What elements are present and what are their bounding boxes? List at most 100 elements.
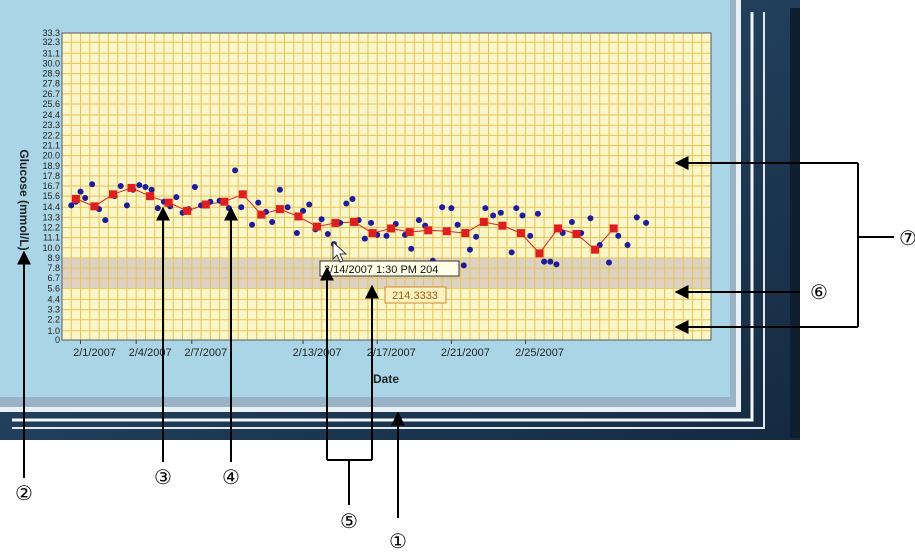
y-tick-label: 3.3	[47, 305, 60, 315]
reading-point	[624, 242, 631, 249]
daily-averages	[71, 183, 618, 258]
average-point	[516, 229, 525, 238]
reading-point	[249, 221, 256, 228]
reading-point	[142, 183, 149, 190]
reading-point	[318, 216, 325, 223]
tooltip-text: 2/14/2007 1:30 PM 204	[324, 264, 438, 276]
reading-point	[77, 188, 84, 195]
y-tick-label: 26.7	[42, 89, 60, 99]
average-point	[461, 229, 470, 238]
x-tick-label: 2/25/2007	[515, 347, 564, 359]
frame-right-shadow	[790, 8, 800, 438]
y-tick-label: 25.6	[42, 99, 60, 109]
y-tick-label: 31.1	[42, 48, 60, 58]
reading-point	[473, 233, 480, 240]
average-point	[71, 194, 80, 203]
y-tick-label: 12.2	[42, 223, 60, 233]
average-point	[183, 206, 192, 215]
frame-highlight-line-1	[12, 12, 754, 422]
callout-3: ③	[154, 465, 172, 489]
average-point	[90, 202, 99, 211]
reading-point	[368, 219, 375, 226]
reading-point	[232, 167, 239, 174]
reading-point	[383, 232, 390, 239]
callout-7: ⑦	[899, 226, 915, 250]
reading-point	[269, 218, 276, 225]
average-point	[554, 224, 563, 233]
arrow-5-bracket	[326, 275, 373, 505]
reading-point	[454, 221, 461, 228]
average-point	[424, 226, 433, 235]
average-point	[331, 218, 340, 227]
y-tick-label: 20.0	[42, 151, 60, 161]
x-tick-label: 2/21/2007	[441, 347, 490, 359]
average-point	[442, 227, 451, 236]
value-label: 214.3333	[384, 286, 447, 304]
average-point	[275, 205, 284, 214]
mouse-cursor-icon	[332, 240, 348, 263]
y-tick-label: 5.6	[47, 283, 60, 293]
reading-point	[448, 205, 455, 212]
reading-point	[643, 219, 650, 226]
reading-point	[68, 202, 75, 209]
average-point	[257, 210, 266, 219]
average-point	[498, 221, 507, 230]
y-tick-label: 16.7	[42, 181, 60, 191]
reading-point	[519, 212, 526, 219]
reading-point	[547, 258, 554, 265]
average-point	[127, 183, 136, 192]
x-tick-label: 2/7/2007	[184, 347, 227, 359]
y-axis-ticks: 01.02.23.34.45.66.77.88.910.011.112.213.…	[42, 28, 60, 345]
average-point	[572, 229, 581, 238]
y-axis-label: Glucose (mmol/L)	[17, 149, 31, 250]
reading-point	[255, 199, 262, 206]
callout-labels: ② ③ ④ ⑤ ① ⑥ ⑦	[15, 226, 915, 553]
reading-point	[633, 214, 640, 221]
reading-point	[587, 215, 594, 222]
y-tick-label: 2.2	[47, 315, 60, 325]
reading-point	[300, 207, 307, 214]
reading-point	[89, 181, 96, 188]
reading-point	[508, 249, 515, 256]
hover-tooltip: 2/14/2007 1:30 PM 204	[319, 260, 460, 277]
y-tick-label: 11.1	[43, 233, 60, 243]
reading-point	[123, 202, 130, 209]
x-tick-label: 2/1/2007	[73, 347, 116, 359]
callout-2: ②	[15, 481, 33, 505]
y-tick-label: 14.4	[42, 202, 60, 212]
average-point	[238, 190, 247, 199]
arrow-7-bracket	[857, 163, 894, 327]
callout-1: ①	[389, 529, 407, 553]
reading-point	[284, 204, 291, 211]
reading-point	[349, 195, 356, 202]
reading-point	[490, 212, 497, 219]
reading-point	[568, 218, 575, 225]
average-point	[201, 200, 210, 209]
reading-point	[541, 258, 548, 265]
below-frame-bg	[0, 440, 800, 554]
y-tick-label: 23.3	[42, 120, 60, 130]
reading-point	[148, 186, 155, 193]
plot-area: 01.02.23.34.45.66.77.88.910.011.112.213.…	[42, 28, 712, 359]
reading-point	[343, 200, 350, 207]
y-tick-label: 21.1	[42, 140, 60, 150]
reading-point	[497, 209, 504, 216]
y-tick-label: 28.9	[42, 69, 60, 79]
grid-lines	[61, 32, 712, 341]
reading-point	[513, 205, 520, 212]
reading-point	[527, 232, 534, 239]
frame-highlight-line-2	[12, 12, 765, 429]
reading-point	[361, 235, 368, 242]
y-tick-label: 30.0	[42, 58, 60, 68]
x-tick-label: 2/4/2007	[129, 347, 172, 359]
reading-point	[276, 186, 283, 193]
y-tick-label: 17.8	[42, 171, 60, 181]
y-tick-label: 1.0	[47, 326, 60, 336]
reading-point	[439, 204, 446, 211]
callout-6: ⑥	[810, 280, 828, 304]
y-tick-label: 4.4	[47, 294, 60, 304]
y-tick-label: 13.3	[42, 212, 60, 222]
reading-point	[460, 262, 467, 269]
reading-point	[191, 183, 198, 190]
